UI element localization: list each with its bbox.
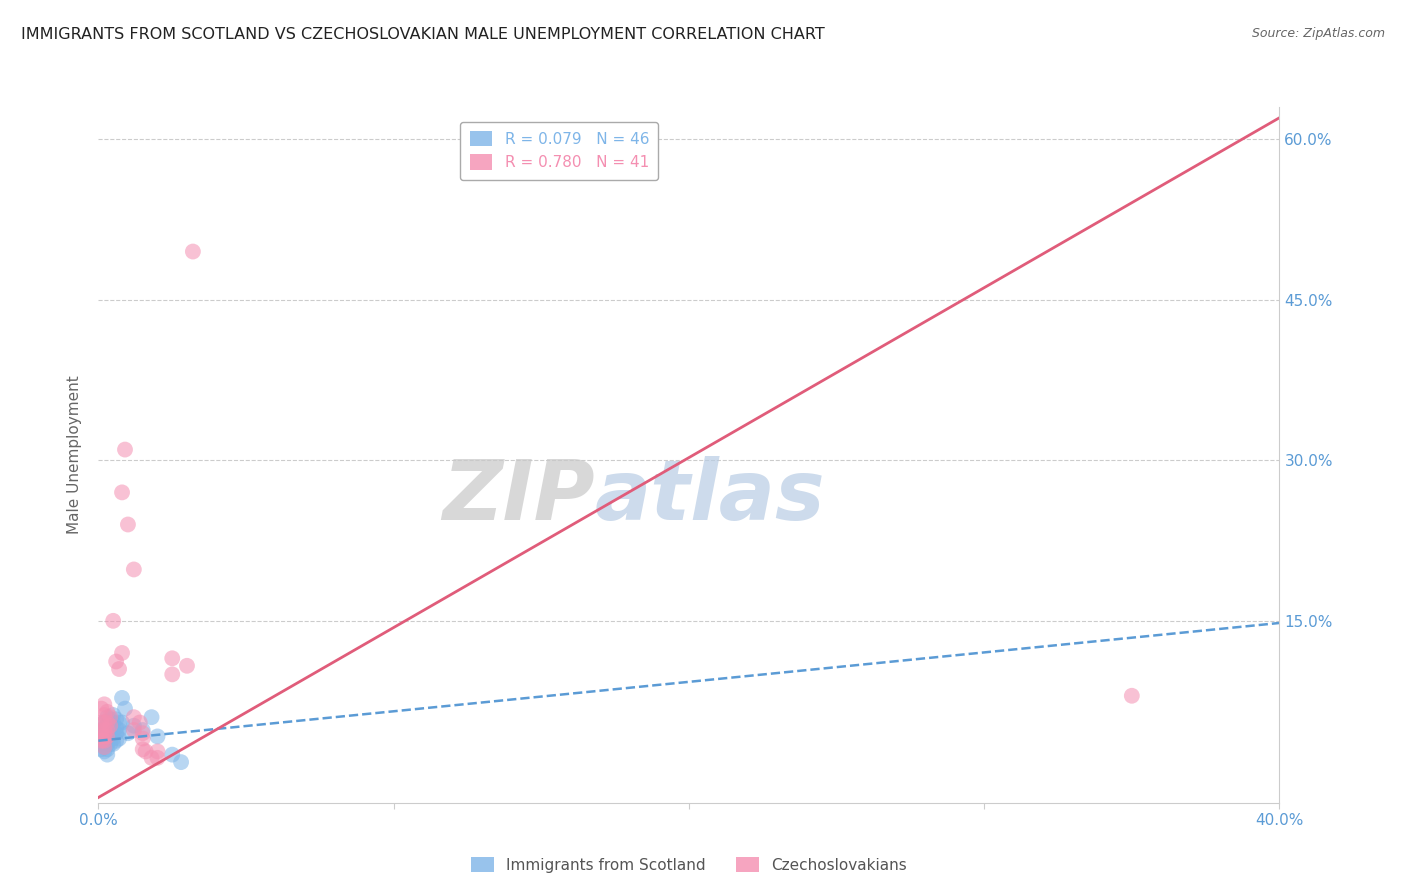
Y-axis label: Male Unemployment: Male Unemployment [67,376,83,534]
Point [93,730,115,744]
Point [93,733,115,747]
Point [90,742,112,756]
Point [122,719,145,733]
Point [122,562,145,576]
Point [146,730,169,744]
Point [98,712,121,726]
Point [90,730,112,744]
Point [105,733,128,747]
Point [105,721,128,735]
Point [132,742,155,756]
Point [114,701,136,715]
Point [93,723,115,737]
Point [93,730,115,744]
Point [108,715,131,730]
Point [90,701,112,715]
Point [98,723,121,737]
Point [141,751,163,765]
Point [93,715,115,730]
Point [96,730,118,744]
Point [132,726,155,740]
Point [1121,689,1143,703]
Point [93,740,115,755]
Text: Source: ZipAtlas.com: Source: ZipAtlas.com [1251,27,1385,40]
Point [132,731,155,746]
Point [162,651,183,665]
Point [162,667,183,681]
Point [105,726,128,740]
Point [98,726,121,740]
Point [105,712,128,726]
Point [90,723,112,737]
Point [135,744,157,758]
Point [96,733,118,747]
Point [93,698,115,712]
Point [90,733,112,747]
Point [90,715,112,730]
Point [122,710,145,724]
Text: ZIP: ZIP [441,456,595,537]
Text: atlas: atlas [595,456,825,537]
Point [103,737,125,751]
Point [93,715,115,730]
Point [122,723,145,737]
Point [103,614,125,628]
Point [96,742,118,756]
Point [117,726,139,740]
Point [96,737,118,751]
Point [93,721,115,735]
Point [98,737,121,751]
Point [96,710,118,724]
Point [114,442,136,457]
Point [96,719,118,733]
Point [90,726,112,740]
Point [111,485,134,500]
Point [96,730,118,744]
Point [103,723,125,737]
Point [128,715,150,730]
Legend: Immigrants from Scotland, Czechoslovakians: Immigrants from Scotland, Czechoslovakia… [465,850,912,879]
Point [111,690,134,705]
Point [93,708,115,723]
Point [105,655,128,669]
Point [117,517,139,532]
Point [90,737,112,751]
Point [170,755,193,769]
Point [162,747,183,762]
Point [176,658,198,673]
Point [93,740,115,755]
Point [108,723,131,737]
Point [103,731,125,746]
Point [132,723,155,737]
Point [141,710,163,724]
Point [103,715,125,730]
Point [108,731,131,746]
Point [146,751,169,765]
Text: IMMIGRANTS FROM SCOTLAND VS CZECHOSLOVAKIAN MALE UNEMPLOYMENT CORRELATION CHART: IMMIGRANTS FROM SCOTLAND VS CZECHOSLOVAK… [21,27,825,42]
Point [98,710,121,724]
Point [181,244,204,259]
Point [96,723,118,737]
Point [108,662,131,676]
Point [93,733,115,747]
Point [96,705,118,719]
Point [111,646,134,660]
Point [98,719,121,733]
Point [111,715,134,730]
Point [98,731,121,746]
Point [96,715,118,730]
Point [90,733,112,747]
Point [146,744,169,758]
Point [93,744,115,758]
Point [96,723,118,737]
Point [103,708,125,723]
Point [98,719,121,733]
Point [96,747,118,762]
